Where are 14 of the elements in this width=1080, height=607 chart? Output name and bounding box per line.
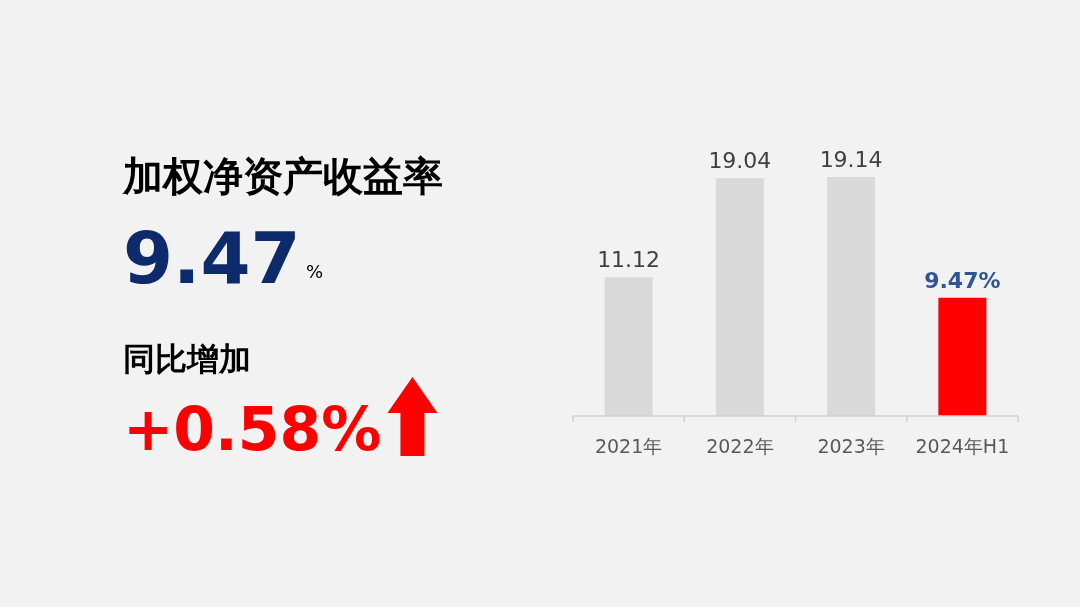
text: 加权净资产收益率 — [122, 153, 443, 199]
bar — [938, 297, 987, 416]
data-label: 11.12 — [597, 247, 661, 273]
text: 9.47 — [123, 216, 301, 300]
text: % — [306, 261, 324, 282]
text: 同比增加 — [123, 340, 251, 378]
data-label: 19.14 — [819, 147, 883, 172]
data-label: 19.04 — [708, 148, 772, 174]
x-tick-label: 2024年H1 — [915, 435, 1010, 457]
x-tick-label: 2022年 — [706, 435, 774, 457]
text: +0.58% — [123, 394, 382, 464]
data-label: 9.47% — [924, 267, 1001, 293]
x-tick-label: 2023年 — [817, 435, 885, 457]
x-tick-label: 2021年 — [594, 435, 663, 457]
